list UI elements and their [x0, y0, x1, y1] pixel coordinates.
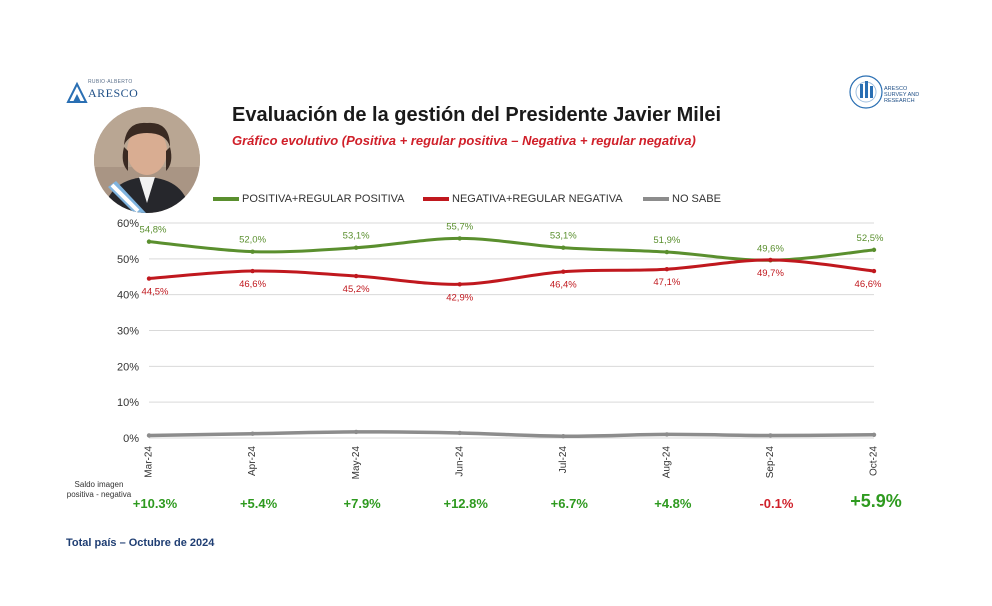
data-point-positiva: [664, 249, 670, 255]
y-tick-label: 20%: [117, 361, 139, 373]
saldo-value: +4.8%: [654, 496, 692, 511]
data-point-nosabe: [457, 430, 462, 436]
x-tick-label: Jun-24: [454, 446, 465, 477]
series-line-negativa: [148, 258, 875, 286]
data-point-nosabe: [664, 432, 670, 437]
legend-label-negativa: NEGATIVA+REGULAR NEGATIVA: [452, 192, 623, 205]
data-label-positiva: 49,6%: [757, 243, 784, 254]
data-point-negativa: [768, 257, 773, 263]
data-point-negativa: [353, 273, 359, 279]
data-label-positiva: 53,1%: [550, 231, 577, 242]
y-tick-label: 50%: [117, 254, 139, 266]
y-tick-label: 30%: [117, 326, 139, 338]
data-label-negativa: 45,2%: [343, 284, 370, 295]
data-label-positiva: 51,9%: [653, 235, 680, 246]
data-point-positiva: [561, 245, 566, 250]
saldo-value: +7.9%: [344, 496, 382, 511]
data-point-negativa: [146, 276, 152, 281]
legend-label-positiva: POSITIVA+REGULAR POSITIVA: [242, 192, 405, 205]
aresco-logo: RUBIO·ALBERTO ARESCO: [66, 78, 156, 108]
data-label-negativa: 44,5%: [142, 287, 169, 298]
data-point-positiva: [871, 247, 877, 253]
x-tick-label: May-24: [351, 446, 362, 480]
logo-tagline: RUBIO·ALBERTO: [88, 79, 133, 85]
data-point-negativa: [250, 268, 255, 274]
data-point-nosabe: [768, 433, 773, 438]
saldo-value: -0.1%: [759, 496, 793, 511]
saldo-value: +12.8%: [443, 496, 488, 511]
data-label-negativa: 46,6%: [239, 279, 266, 290]
saldo-value: +10.3%: [133, 496, 178, 511]
y-tick-label: 10%: [117, 397, 139, 409]
chart-title: Evaluación de la gestión del Presidente …: [232, 104, 722, 126]
saldo-value: +6.7%: [551, 496, 589, 511]
legend-item-positiva: POSITIVA+REGULAR POSITIVA: [213, 190, 405, 208]
data-point-negativa: [457, 282, 462, 287]
logo-right-line-1: ARESCO: [884, 86, 908, 92]
globe-logo-icon: [849, 75, 883, 109]
x-tick-label: Sep-24: [765, 446, 776, 479]
data-point-negativa: [664, 267, 670, 272]
aresco-research-logo: ARESCO SURVEY AND RESEARCH: [848, 72, 928, 114]
mountain-logo-icon: [66, 81, 88, 103]
logo-right-line-2: SURVEY AND: [884, 92, 920, 98]
data-point-nosabe: [871, 432, 877, 437]
legend-swatch-negativa: [423, 196, 449, 201]
x-tick-label: Mar-24: [144, 446, 155, 478]
y-tick-label: 40%: [117, 290, 139, 302]
data-point-positiva: [457, 236, 462, 241]
legend-swatch-positiva: [213, 196, 239, 201]
data-label-negativa: 42,9%: [446, 292, 473, 303]
x-tick-label: Apr-24: [247, 446, 258, 476]
data-label-negativa: 47,1%: [653, 277, 680, 288]
data-point-negativa: [871, 268, 877, 274]
data-point-nosabe: [353, 429, 359, 435]
data-label-positiva: 52,0%: [239, 235, 266, 246]
legend-item-negativa: NEGATIVA+REGULAR NEGATIVA: [423, 190, 623, 208]
chart-subtitle: Gráfico evolutivo (Positiva + regular po…: [232, 133, 696, 148]
series-line-nosabe: [148, 430, 875, 438]
logo-right-line-3: RESEARCH: [884, 98, 915, 104]
saldo-value: +5.9%: [850, 491, 902, 511]
data-label-positiva: 52,5%: [857, 233, 884, 244]
logo-name: ARESCO: [88, 86, 139, 100]
data-label-positiva: 53,1%: [343, 231, 370, 242]
data-point-positiva: [250, 249, 255, 254]
data-label-positiva: 55,7%: [446, 221, 473, 232]
data-point-nosabe: [250, 431, 255, 436]
footer-note: Total país – Octubre de 2024: [66, 537, 215, 549]
legend-label-nosabe: NO SABE: [672, 192, 721, 205]
y-tick-label: 0%: [123, 433, 139, 445]
data-point-negativa: [561, 269, 566, 274]
data-point-positiva: [353, 245, 359, 250]
data-label-negativa: 46,4%: [550, 280, 577, 291]
legend-item-nosabe: NO SABE: [643, 190, 721, 208]
saldo-label: Saldo imagen positiva - negativa: [66, 480, 132, 499]
legend-swatch-nosabe: [643, 196, 669, 201]
data-label-negativa: 46,6%: [855, 279, 882, 290]
data-point-positiva: [146, 239, 152, 244]
data-point-nosabe: [561, 434, 566, 439]
data-label-positiva: 54,8%: [140, 225, 167, 236]
saldo-value: +5.4%: [240, 496, 278, 511]
y-tick-label: 60%: [117, 218, 139, 230]
data-point-nosabe: [146, 433, 152, 438]
x-tick-label: Oct-24: [869, 446, 880, 476]
x-tick-label: Jul-24: [558, 446, 569, 474]
x-tick-label: Aug-24: [661, 446, 672, 479]
data-label-negativa: 49,7%: [757, 268, 784, 279]
